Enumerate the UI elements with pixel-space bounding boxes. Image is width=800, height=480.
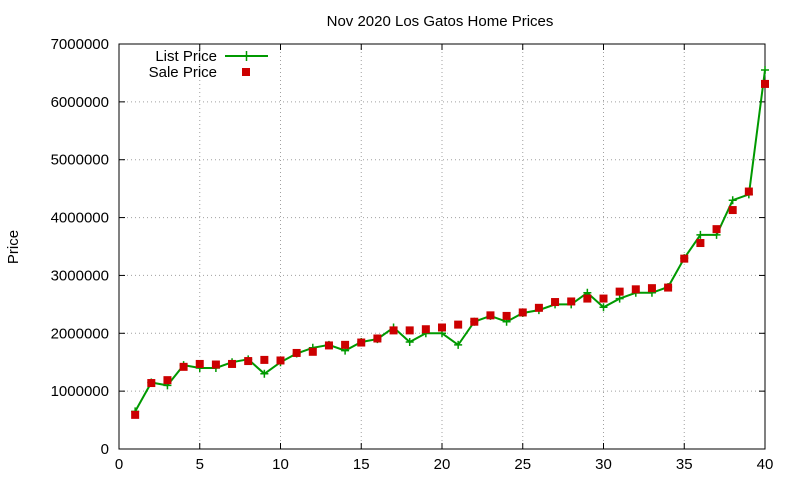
point-sale-price (147, 379, 156, 388)
point-sale-price (163, 376, 172, 385)
x-tick-label: 0 (115, 456, 123, 473)
legend-label-sale-price: Sale Price (149, 64, 217, 81)
x-tick-label: 35 (676, 456, 693, 473)
y-tick-label: 1000000 (51, 383, 109, 400)
point-list-price (260, 369, 269, 378)
point-sale-price (244, 357, 253, 366)
point-sale-price (341, 340, 350, 349)
legend-marker-list-price (241, 51, 252, 61)
series (131, 66, 769, 419)
grid (119, 44, 765, 449)
point-sale-price (324, 341, 333, 350)
x-tick-label: 40 (757, 456, 774, 473)
point-sale-price (534, 303, 543, 312)
y-tick-label: 6000000 (51, 94, 109, 111)
x-tick-label: 15 (353, 456, 370, 473)
y-tick-label: 3000000 (51, 267, 109, 284)
x-tick-label: 30 (595, 456, 612, 473)
point-sale-price (647, 284, 656, 293)
point-sale-price (292, 348, 301, 357)
y-tick-label: 4000000 (51, 210, 109, 227)
legend-marker-sale-price (242, 68, 250, 76)
point-sale-price (454, 320, 463, 329)
point-sale-price (680, 254, 689, 263)
point-sale-price (583, 294, 592, 303)
point-list-price (599, 303, 608, 312)
point-sale-price (308, 347, 317, 356)
point-list-price (454, 340, 463, 349)
point-sale-price (260, 355, 269, 364)
point-sale-price (357, 338, 366, 347)
x-axis-ticks: 0 5 10 15 20 25 30 35 40 (115, 44, 774, 473)
point-sale-price (228, 359, 237, 368)
x-tick-label: 10 (272, 456, 289, 473)
point-sale-price (470, 317, 479, 326)
y-tick-label: 5000000 (51, 152, 109, 169)
point-sale-price (179, 362, 188, 371)
point-sale-price (421, 325, 430, 334)
point-list-price (405, 337, 414, 346)
point-sale-price (744, 187, 753, 196)
chart-title: Nov 2020 Los Gatos Home Prices (327, 13, 554, 30)
y-axis-label: Price (5, 230, 22, 264)
point-sale-price (373, 334, 382, 343)
point-sale-price (195, 359, 204, 368)
point-list-price (728, 196, 737, 205)
point-sale-price (551, 298, 560, 307)
point-sale-price (631, 285, 640, 294)
point-list-price (761, 66, 769, 75)
x-tick-label: 25 (514, 456, 531, 473)
legend: List Price Sale Price (149, 48, 268, 81)
x-tick-label: 5 (196, 456, 204, 473)
y-tick-label: 7000000 (51, 36, 109, 53)
point-sale-price (615, 287, 624, 296)
x-tick-label: 20 (434, 456, 451, 473)
point-sale-price (486, 311, 495, 320)
point-sale-price (664, 283, 673, 292)
plot-frame (118, 43, 766, 450)
point-sale-price (518, 308, 527, 317)
point-sale-price (761, 79, 769, 88)
point-sale-price (712, 225, 721, 234)
series-line-list-price (134, 69, 766, 412)
point-list-price (696, 230, 705, 239)
point-sale-price (567, 297, 576, 306)
point-sale-price (438, 323, 446, 332)
point-sale-price (599, 294, 608, 303)
point-list-price (615, 294, 624, 303)
y-axis-ticks: 0 1000000 2000000 3000000 4000000 5000000 6000… (51, 36, 765, 458)
y-tick-label: 0 (101, 441, 109, 458)
point-sale-price (276, 356, 285, 365)
legend-label-list-price: List Price (155, 48, 217, 65)
point-sale-price (389, 326, 398, 335)
point-sale-price (728, 206, 737, 215)
point-sale-price (405, 326, 414, 335)
point-sale-price (502, 311, 511, 320)
point-sale-price (696, 239, 705, 248)
point-sale-price (211, 360, 220, 369)
y-tick-label: 2000000 (51, 325, 109, 342)
point-sale-price (131, 410, 140, 419)
